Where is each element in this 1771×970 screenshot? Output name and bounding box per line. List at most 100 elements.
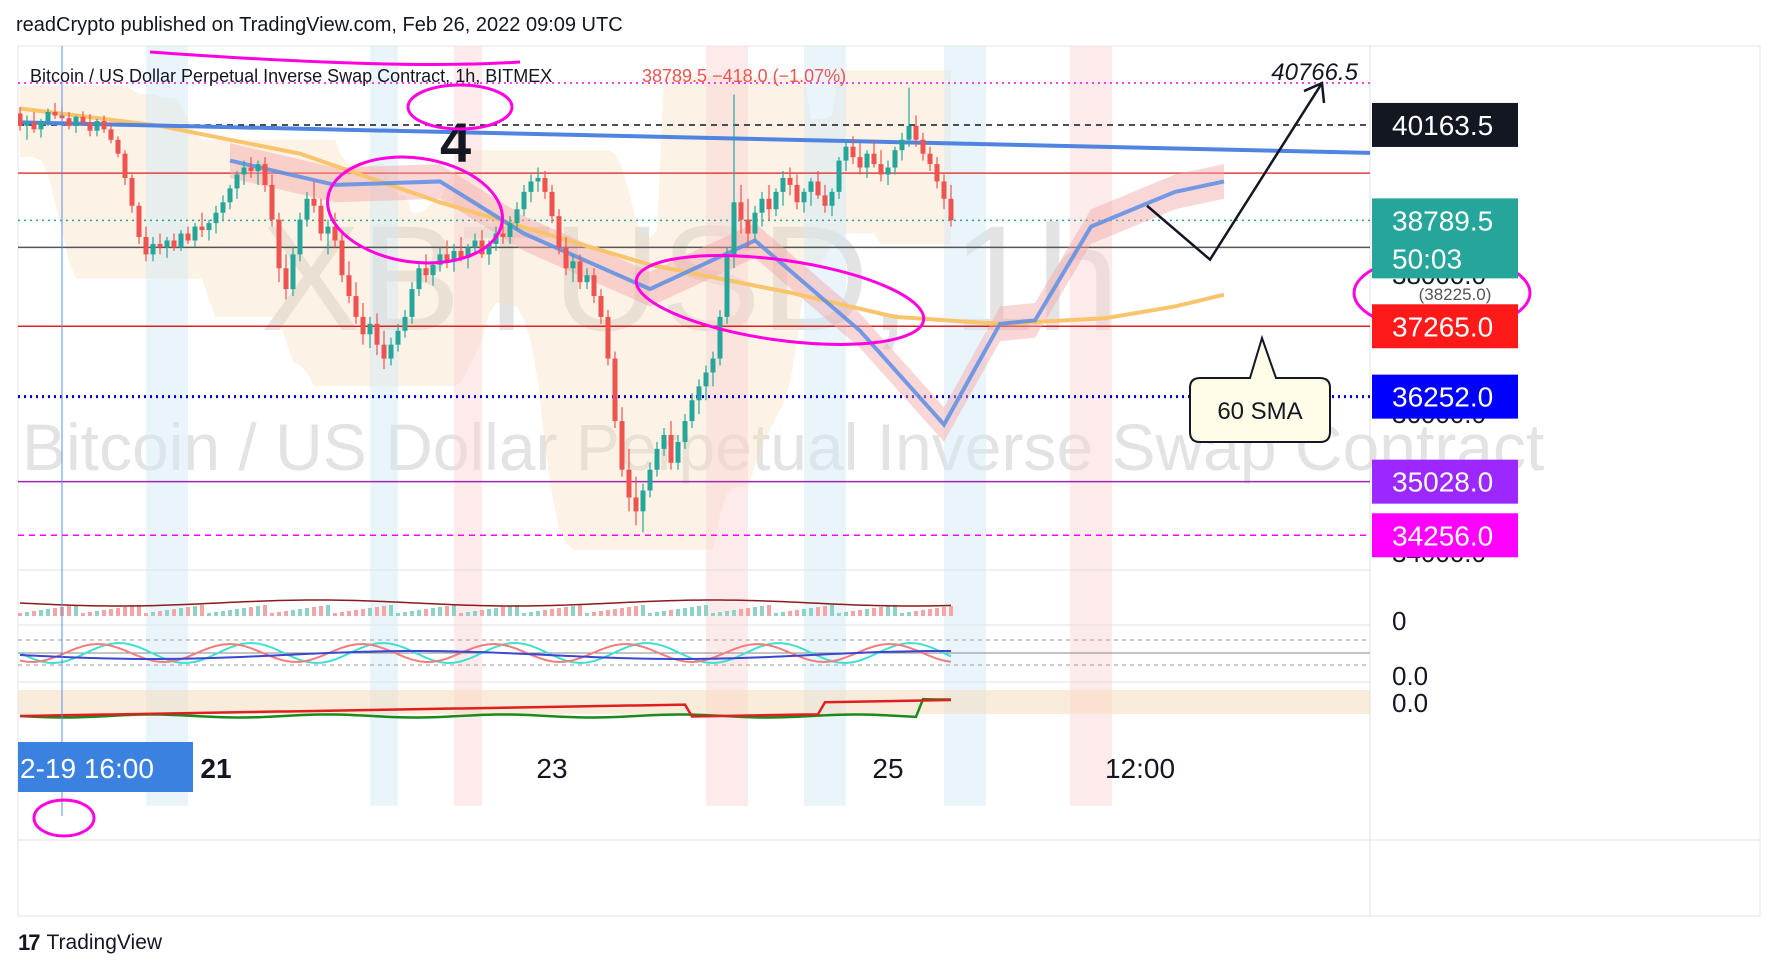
volume-bar xyxy=(396,613,400,616)
volume-bar xyxy=(284,611,288,616)
candle-body xyxy=(605,316,611,359)
volume-bar xyxy=(67,606,71,616)
volume-bar xyxy=(375,607,379,616)
volume-bar xyxy=(46,609,50,616)
volume-bar xyxy=(620,608,624,616)
candle-body xyxy=(129,177,135,206)
volume-bar xyxy=(487,609,491,616)
candle-body xyxy=(269,184,275,220)
projection-line xyxy=(1146,82,1324,262)
candle-body xyxy=(430,264,436,276)
volume-bar xyxy=(788,611,792,616)
volume-bar xyxy=(165,610,169,616)
volume-bar xyxy=(291,610,295,616)
candle-body xyxy=(38,121,44,130)
support-level-label: (38225.0) xyxy=(1419,285,1492,304)
volume-bar xyxy=(543,610,547,616)
candle-body xyxy=(675,441,681,463)
candle-body xyxy=(241,167,247,175)
candle-body xyxy=(507,223,513,238)
volume-bar xyxy=(18,613,22,616)
candle-body xyxy=(815,181,821,196)
volume-bar xyxy=(452,605,456,616)
volume-bar xyxy=(459,613,463,616)
ellipse-wave4-label xyxy=(406,83,514,131)
time-axis-tick: 12:00 xyxy=(1105,753,1175,784)
panel3-band xyxy=(18,690,1370,714)
volume-bar xyxy=(746,608,750,616)
candle-body xyxy=(136,205,142,238)
volume-bar xyxy=(368,608,372,616)
candle-body xyxy=(759,198,765,213)
candle-body xyxy=(115,139,121,154)
volume-bar xyxy=(641,605,645,616)
price-label-badge xyxy=(1372,459,1518,504)
volume-bar xyxy=(319,606,323,616)
volume-bar xyxy=(32,611,36,616)
candle-body xyxy=(143,237,149,255)
volume-bar xyxy=(753,607,757,616)
ellipse-top-arc xyxy=(149,50,521,66)
volume-bar xyxy=(592,612,596,616)
candle-body xyxy=(206,223,212,231)
candle-body xyxy=(220,202,226,213)
volume-bar xyxy=(802,609,806,616)
sma-callout-bubble xyxy=(1189,334,1331,443)
candle-body xyxy=(101,121,107,130)
candle-body xyxy=(255,164,261,172)
price-axis: 40000.038000.036000.034000.040163.538789… xyxy=(1372,102,1518,718)
candle-body xyxy=(892,150,898,168)
candle-body xyxy=(913,125,919,140)
volume-bar xyxy=(837,613,841,616)
volume-bar xyxy=(879,607,883,616)
volume-bar xyxy=(361,609,365,616)
candle-body xyxy=(185,233,191,241)
volume-bar xyxy=(515,605,519,616)
volume-bar xyxy=(683,608,687,616)
volume-bar xyxy=(116,608,120,616)
volume-bar xyxy=(88,612,92,616)
candle-body xyxy=(381,344,387,359)
candle-body xyxy=(227,188,233,203)
candle-body xyxy=(591,275,597,297)
volume-bar xyxy=(193,606,197,616)
panel2-line-c xyxy=(19,649,952,661)
volume-bar xyxy=(907,612,911,616)
candle-body xyxy=(745,219,751,234)
target-level-label: 40766.5 xyxy=(1271,59,1358,86)
legend-values: 38789.5 −418.0 (−1.07%) xyxy=(642,66,846,86)
volume-bar xyxy=(872,608,876,616)
volume-bar xyxy=(732,610,736,616)
candle-body xyxy=(444,254,450,262)
volume-bar xyxy=(207,613,211,616)
price-chart[interactable]: XBTUSD, 1h Bitcoin / US Dollar Perpetual… xyxy=(0,0,1771,920)
footer: 17 TradingView xyxy=(18,930,162,956)
sma-callout-text: 60 SMA xyxy=(1217,398,1302,425)
volume-bar xyxy=(403,612,407,616)
volume-bar xyxy=(480,610,484,616)
volume-bar xyxy=(305,608,309,616)
volume-bar xyxy=(830,605,834,616)
volume-bar xyxy=(256,606,260,616)
volume-bar xyxy=(844,612,848,616)
oscillator-axis-tick: 0.0 xyxy=(1392,661,1428,691)
price-label-text: 35028.0 xyxy=(1392,467,1493,498)
volume-bar xyxy=(151,612,155,616)
candle-body xyxy=(451,250,457,262)
candle-body xyxy=(857,157,863,168)
candle-body xyxy=(738,202,744,220)
candle-body xyxy=(864,153,870,168)
volume-bar xyxy=(186,607,190,616)
volume-bar xyxy=(214,612,218,616)
candle-body xyxy=(234,174,240,189)
candle-body xyxy=(843,146,849,161)
volume-bar xyxy=(816,607,820,616)
candle-body xyxy=(248,167,254,172)
volume-bar xyxy=(809,608,813,616)
volume-bar xyxy=(550,609,554,616)
volume-bar xyxy=(494,608,498,616)
volume-bar xyxy=(760,606,764,616)
volume-bar xyxy=(669,610,673,616)
ema-fast-line xyxy=(229,158,1225,428)
candle-body xyxy=(941,181,947,199)
